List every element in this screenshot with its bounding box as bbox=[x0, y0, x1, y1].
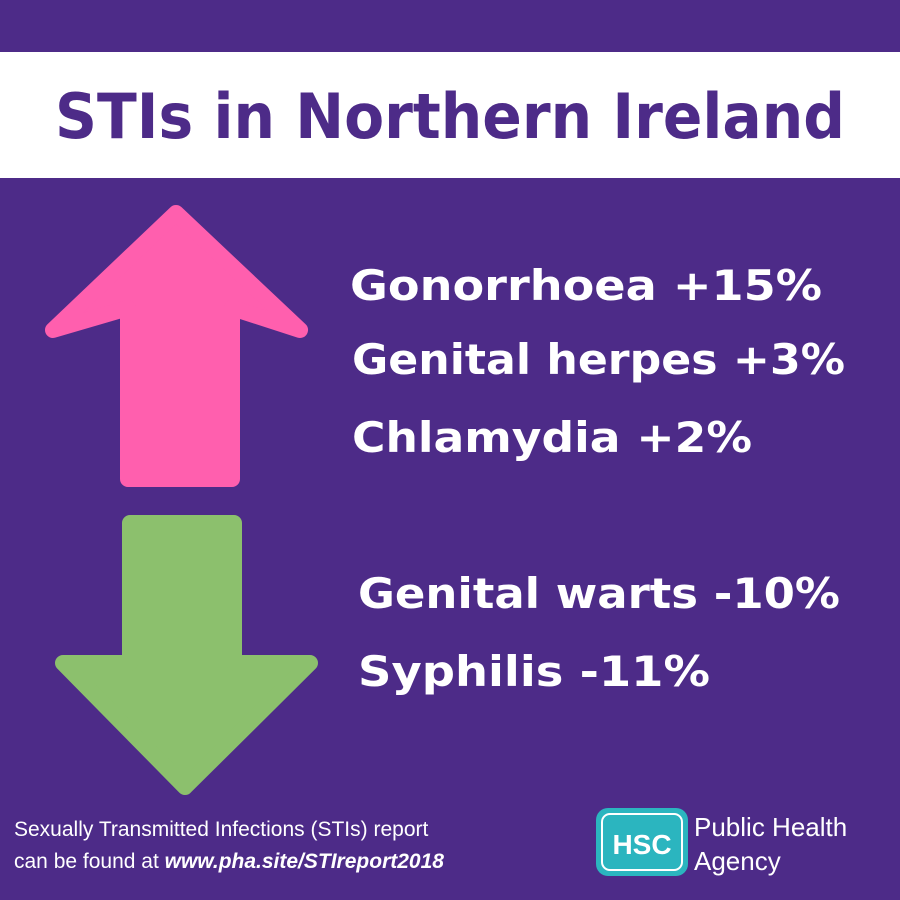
logo-name: Agency bbox=[694, 846, 781, 876]
logo-badge-text: HSC bbox=[612, 829, 671, 860]
logo-badge-border bbox=[601, 813, 683, 871]
footer-line: Sexually Transmitted Infections (STIs) r… bbox=[14, 818, 428, 841]
decrease-item: Genital warts -10% bbox=[358, 569, 840, 618]
footer-link: www.pha.site/STIreport2018 bbox=[165, 850, 445, 873]
increase-item: Genital herpes +3% bbox=[352, 335, 845, 384]
title: STIs in Northern Ireland bbox=[55, 80, 845, 153]
decrease-item: Syphilis -11% bbox=[358, 647, 710, 696]
increase-item: Gonorrhoea +15% bbox=[350, 261, 822, 310]
down-arrow bbox=[55, 515, 318, 795]
increase-item: Chlamydia +2% bbox=[352, 413, 752, 462]
footer-prefix: can be found at bbox=[14, 850, 159, 873]
logo-name: Public Health bbox=[694, 812, 847, 842]
footer-line: can be found at www.pha.site/STIreport20… bbox=[14, 850, 444, 873]
logo-badge bbox=[596, 808, 688, 876]
title-band bbox=[0, 52, 900, 178]
up-arrow bbox=[45, 205, 308, 487]
